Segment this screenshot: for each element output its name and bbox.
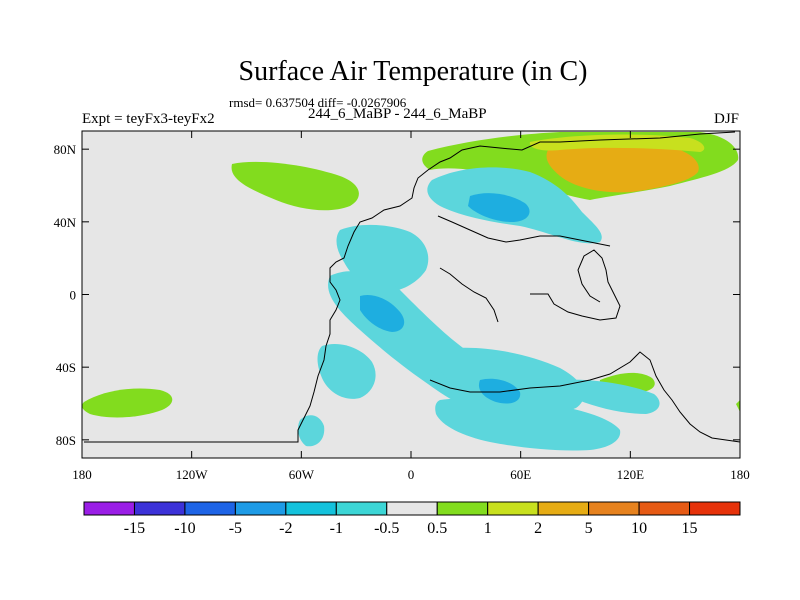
moderate-warm-anomaly-arctic: [529, 134, 705, 152]
colorbar-label: 2: [534, 520, 542, 537]
y-tick-label: 40N: [54, 215, 77, 230]
x-tick-label: 60W: [289, 467, 315, 482]
strong-cold-south: [478, 378, 521, 404]
x-tick-label: 0: [408, 467, 415, 482]
cold-anomaly-south-central: [434, 347, 584, 413]
cold-anomaly-south-west: [317, 343, 376, 399]
cold-anomaly-antarctic-coast: [435, 398, 621, 451]
colorbar-swatch: [335, 501, 388, 516]
strong-cold-anomaly-group: [360, 193, 530, 404]
colorbar-swatch: [133, 501, 186, 516]
y-tick-label: 0: [70, 288, 77, 303]
coastline-east-margin: [439, 267, 499, 323]
coastline-south-margin: [429, 351, 741, 443]
colorbar-label: -5: [229, 520, 242, 537]
x-tick-label: 180: [730, 467, 750, 482]
colorbar-label: 5: [585, 520, 593, 537]
coastline-east-inlet: [530, 249, 621, 321]
stats-label: rmsd= 0.637504 diff= -0.0267906: [229, 95, 407, 110]
colorbar-label: 15: [682, 520, 698, 537]
colorbar-swatch: [487, 501, 539, 516]
colorbar-swatch: [285, 501, 337, 516]
strong-cold-north: [468, 193, 530, 222]
colorbar-label: -0.5: [374, 520, 399, 537]
colorbar-label: -10: [174, 520, 195, 537]
season-label: DJF: [713, 111, 739, 127]
cold-anomaly-far-south: [558, 379, 660, 414]
warm-anomaly-south-pacific-edge: [736, 400, 740, 412]
colorbar-label: -1: [330, 520, 343, 537]
strong-warm-anomaly-arctic: [546, 140, 699, 193]
colorbar-swatch: [386, 501, 438, 516]
y-tick-label: 80N: [54, 142, 77, 157]
x-tick-label: 180: [72, 467, 92, 482]
colorbar-label: 0.5: [427, 520, 447, 537]
colorbar-swatch: [83, 501, 135, 516]
map-title: Surface Air Temperature (in C): [238, 56, 588, 87]
experiment-label: Expt = teyFx3-teyFx2: [82, 111, 215, 127]
map-area: [81, 130, 741, 459]
colorbar-swatch: [234, 501, 287, 516]
colorbar-swatch: [588, 501, 640, 516]
latitude-axis: 80N 40N 0 40S 80S: [54, 142, 740, 448]
colorbar-swatch: [689, 501, 741, 516]
x-tick-label: 120E: [617, 467, 645, 482]
y-tick-label: 40S: [56, 360, 76, 375]
period-label: 244_6_MaBP - 244_6_MaBP: [308, 106, 487, 122]
strong-cold-central: [360, 294, 405, 332]
coastlines: [84, 131, 741, 443]
warm-anomaly-south-pacific: [82, 388, 173, 418]
colorbar: -15 -10 -5 -2 -1 -0.5 0.5 1 2 5 10 15: [83, 501, 741, 537]
colorbar-label: -15: [124, 520, 145, 537]
coastline-mid-basin: [437, 215, 611, 247]
x-tick-label: 120W: [176, 467, 209, 482]
colorbar-swatch: [537, 501, 590, 516]
longitude-axis: 180 120W 60W 0 60E 120E 180: [72, 131, 750, 482]
colorbar-label: -2: [279, 520, 292, 537]
colorbar-label: 1: [484, 520, 492, 537]
colorbar-swatch: [184, 501, 236, 516]
coastline-main-continent: [84, 131, 736, 443]
x-tick-label: 60E: [510, 467, 531, 482]
colorbar-label: 10: [631, 520, 647, 537]
warm-anomaly-north-pacific: [231, 161, 359, 211]
cold-anomaly-southwest-edge: [298, 415, 325, 447]
y-tick-label: 80S: [56, 433, 76, 448]
colorbar-swatch: [638, 501, 691, 516]
colorbar-swatch: [436, 501, 489, 516]
